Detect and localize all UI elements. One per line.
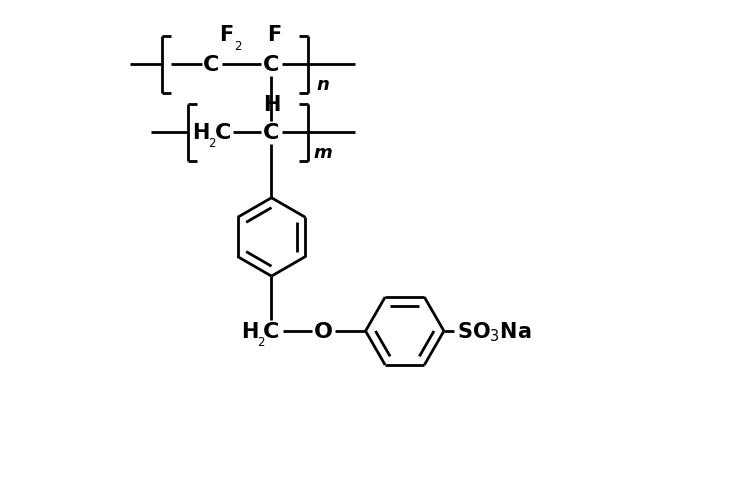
Text: H: H: [262, 95, 280, 114]
Text: C: C: [203, 56, 220, 75]
Text: n: n: [317, 76, 329, 94]
Text: $_2$: $_2$: [208, 132, 217, 150]
Text: H: H: [193, 123, 210, 143]
Text: H: H: [241, 321, 258, 341]
Text: $_2$: $_2$: [235, 35, 243, 53]
Text: C: C: [215, 123, 231, 143]
Text: F: F: [219, 25, 233, 45]
Text: m: m: [314, 144, 332, 162]
Text: C: C: [263, 56, 280, 75]
Text: SO$_3$Na: SO$_3$Na: [457, 320, 532, 343]
Text: F: F: [267, 25, 281, 45]
Text: C: C: [263, 321, 280, 341]
Text: O: O: [314, 321, 333, 341]
Text: C: C: [263, 123, 280, 143]
Text: $_2$: $_2$: [257, 330, 265, 348]
